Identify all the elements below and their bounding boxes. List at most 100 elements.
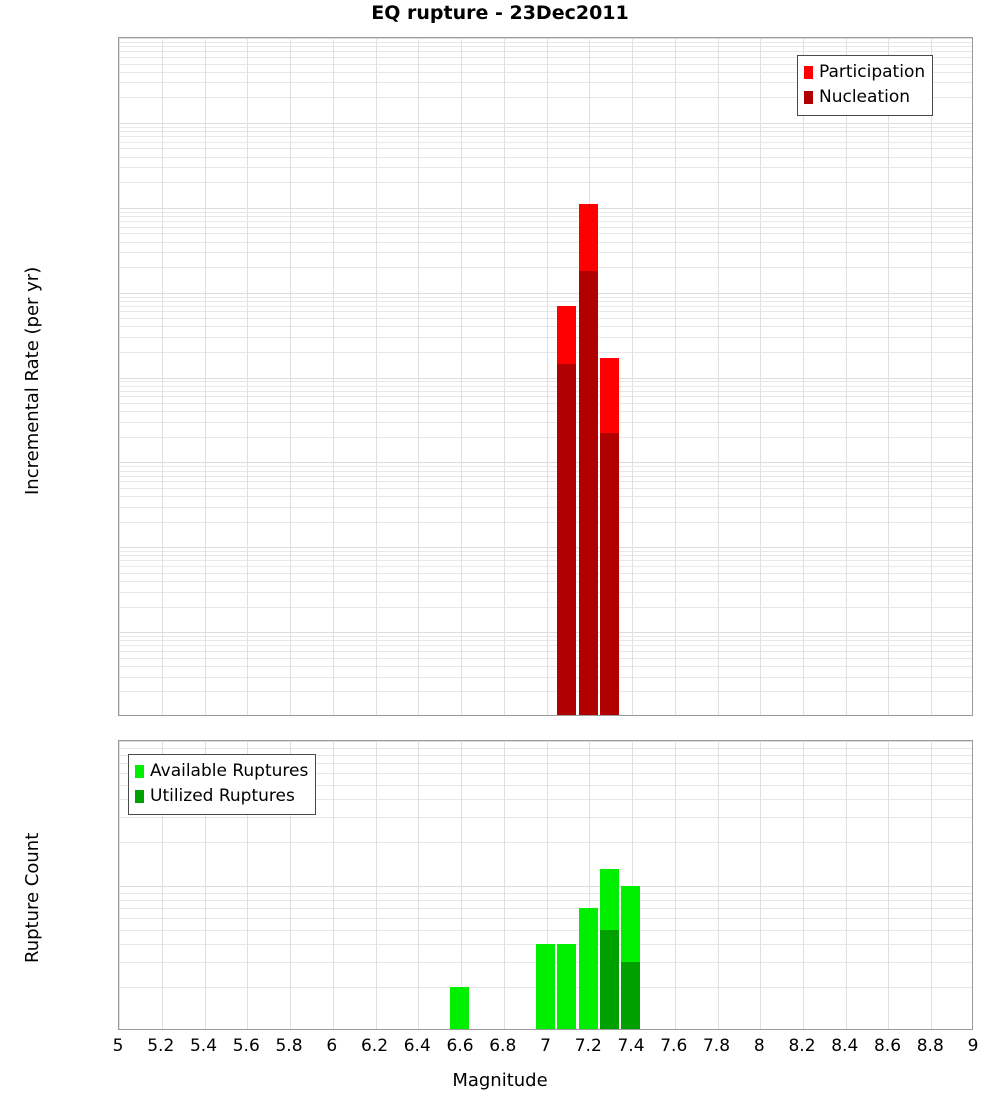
gridline-horizontal bbox=[119, 46, 972, 47]
gridline-horizontal bbox=[119, 208, 972, 209]
x-tick-label: 6.8 bbox=[489, 1036, 517, 1056]
gridline-horizontal bbox=[119, 326, 972, 327]
gridline-horizontal bbox=[119, 82, 972, 83]
gridline-vertical bbox=[333, 741, 334, 1029]
gridline-horizontal bbox=[119, 476, 972, 477]
gridline-horizontal bbox=[119, 57, 972, 58]
legend-label: Available Ruptures bbox=[150, 761, 309, 781]
x-tick-label: 8 bbox=[753, 1036, 765, 1056]
gridline-horizontal bbox=[119, 437, 972, 438]
gridline-vertical bbox=[119, 741, 120, 1029]
gridline-vertical bbox=[718, 741, 719, 1029]
gridline-vertical bbox=[162, 741, 163, 1029]
gridline-vertical bbox=[760, 741, 761, 1029]
legend-swatch-icon bbox=[135, 790, 144, 803]
gridline-vertical bbox=[547, 741, 548, 1029]
legend-item[interactable]: Nucleation bbox=[804, 85, 925, 110]
gridline-horizontal bbox=[119, 551, 972, 552]
gridline-horizontal bbox=[119, 216, 972, 217]
gridline-vertical bbox=[333, 38, 334, 715]
gridline-vertical bbox=[376, 38, 377, 715]
gridline-horizontal bbox=[119, 301, 972, 302]
legend-swatch-icon bbox=[804, 66, 813, 79]
gridline-vertical bbox=[504, 741, 505, 1029]
gridline-horizontal bbox=[119, 842, 972, 843]
gridline-horizontal bbox=[119, 227, 972, 228]
x-axis-title: Magnitude bbox=[452, 1070, 548, 1091]
gridline-vertical bbox=[803, 38, 804, 715]
gridline-horizontal bbox=[119, 42, 972, 43]
bar-nucleation bbox=[557, 364, 576, 715]
gridline-vertical bbox=[376, 741, 377, 1029]
gridline-vertical bbox=[504, 38, 505, 715]
gridline-horizontal bbox=[119, 378, 972, 379]
gridline-horizontal bbox=[119, 306, 972, 307]
gridline-vertical bbox=[418, 38, 419, 715]
gridline-horizontal bbox=[119, 691, 972, 692]
gridline-vertical bbox=[931, 741, 932, 1029]
x-tick-label: 5.8 bbox=[275, 1036, 303, 1056]
x-tick-label: 5.2 bbox=[147, 1036, 175, 1056]
gridline-vertical bbox=[718, 38, 719, 715]
gridline-vertical bbox=[675, 38, 676, 715]
gridline-horizontal bbox=[119, 51, 972, 52]
gridline-horizontal bbox=[119, 817, 972, 818]
gridline-horizontal bbox=[119, 741, 972, 742]
bar-available bbox=[579, 908, 598, 1029]
gridline-horizontal bbox=[119, 607, 972, 608]
gridline-horizontal bbox=[119, 930, 972, 931]
gridline-horizontal bbox=[119, 396, 972, 397]
x-tick-label: 8.6 bbox=[873, 1036, 902, 1056]
gridline-horizontal bbox=[119, 466, 972, 467]
gridline-horizontal bbox=[119, 318, 972, 319]
gridline-horizontal bbox=[119, 666, 972, 667]
legend-item[interactable]: Utilized Ruptures bbox=[135, 784, 308, 809]
gridline-horizontal bbox=[119, 391, 972, 392]
x-tick-label: 7 bbox=[540, 1036, 551, 1056]
gridline-horizontal bbox=[119, 422, 972, 423]
gridline-horizontal bbox=[119, 212, 972, 213]
legend-swatch-icon bbox=[135, 765, 144, 778]
gridline-horizontal bbox=[119, 677, 972, 678]
top-y-axis-title: Incremental Rate (per yr) bbox=[22, 266, 43, 495]
gridline-horizontal bbox=[119, 645, 972, 646]
gridline-vertical bbox=[162, 38, 163, 715]
gridline-vertical bbox=[247, 741, 248, 1029]
gridline-horizontal bbox=[119, 297, 972, 298]
legend-label: Utilized Ruptures bbox=[150, 786, 295, 806]
gridline-horizontal bbox=[119, 462, 972, 463]
x-tick-label: 8.4 bbox=[831, 1036, 859, 1056]
x-tick-label: 7.6 bbox=[660, 1036, 688, 1056]
gridline-horizontal bbox=[119, 167, 972, 168]
gridline-horizontal bbox=[119, 182, 972, 183]
x-tick-label: 8.2 bbox=[788, 1036, 816, 1056]
legend-label: Participation bbox=[819, 62, 926, 82]
bar-available bbox=[536, 944, 555, 1029]
gridline-horizontal bbox=[119, 592, 972, 593]
gridline-vertical bbox=[632, 741, 633, 1029]
bar-utilized bbox=[600, 930, 619, 1029]
legend-item[interactable]: Participation bbox=[804, 60, 925, 85]
gridline-horizontal bbox=[119, 148, 972, 149]
legend-item[interactable]: Available Ruptures bbox=[135, 759, 308, 784]
gridline-horizontal bbox=[119, 221, 972, 222]
gridline-horizontal bbox=[119, 123, 972, 124]
gridline-horizontal bbox=[119, 352, 972, 353]
bar-available bbox=[557, 944, 576, 1029]
gridline-horizontal bbox=[119, 651, 972, 652]
x-tick-label: 9 bbox=[967, 1036, 979, 1056]
bottom-y-axis-title: Rupture Count bbox=[22, 832, 43, 963]
gridline-horizontal bbox=[119, 142, 972, 143]
gridline-horizontal bbox=[119, 293, 972, 294]
gridline-horizontal bbox=[119, 481, 972, 482]
gridline-vertical bbox=[547, 38, 548, 715]
gridline-vertical bbox=[205, 741, 206, 1029]
gridline-vertical bbox=[931, 38, 932, 715]
gridline-horizontal bbox=[119, 522, 972, 523]
gridline-horizontal bbox=[119, 311, 972, 312]
gridline-vertical bbox=[846, 38, 847, 715]
x-tick-label: 5.4 bbox=[189, 1036, 218, 1056]
gridline-horizontal bbox=[119, 97, 972, 98]
gridline-horizontal bbox=[119, 763, 972, 764]
gridline-vertical bbox=[846, 741, 847, 1029]
